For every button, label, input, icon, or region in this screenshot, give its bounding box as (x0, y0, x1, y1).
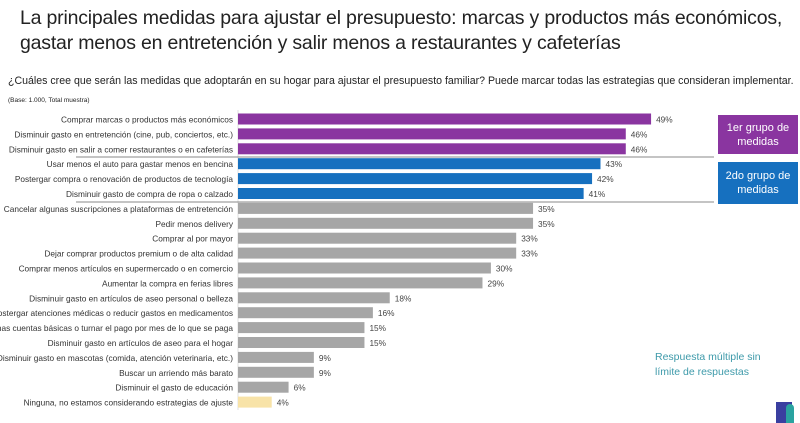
bar (238, 322, 365, 334)
multiple-response-note: Respuesta múltiple sin límite de respues… (655, 351, 761, 378)
value-label: 29% (487, 278, 504, 288)
base-note: (Base: 1.000, Total muestra) (8, 97, 90, 104)
category-label: Usar menos el auto para gastar menos en … (47, 159, 234, 169)
category-label: Ninguna, no estamos considerando estrate… (24, 398, 234, 408)
value-label: 42% (597, 174, 614, 184)
bar (238, 158, 601, 170)
category-label: Postergar compra o renovación de product… (15, 174, 234, 184)
category-label: Comprar marcas o productos más económico… (61, 115, 233, 125)
bar (238, 262, 491, 274)
group1-label: 1er grupo de medidas (718, 115, 798, 154)
bar (238, 381, 289, 393)
bar (238, 113, 652, 125)
value-label: 33% (521, 234, 538, 244)
bar (238, 232, 517, 244)
value-label: 43% (605, 159, 622, 169)
category-label: Disminuir gasto en artículos de aseo par… (48, 338, 234, 348)
bar (238, 173, 593, 185)
category-label: Comprar menos artículos en supermercado … (19, 264, 234, 274)
value-label: 18% (395, 293, 412, 303)
value-label: 41% (589, 189, 606, 199)
category-label: Dejar comprar productos premium o de alt… (44, 249, 233, 259)
question: ¿Cuáles cree que serán las medidas que a… (8, 75, 794, 87)
group2-label: 2do grupo de medidas (718, 162, 798, 204)
question-text: ¿Cuáles cree que serán las medidas que a… (8, 72, 798, 110)
category-label: Postergar atenciones médicas o reducir g… (0, 308, 233, 318)
bar (238, 292, 390, 304)
page-title: La principales medidas para ajustar el p… (20, 7, 783, 54)
bar (238, 277, 483, 289)
category-label: Cancelar algunas suscripciones a platafo… (4, 204, 234, 214)
value-label: 33% (521, 249, 538, 259)
logo-accent-icon (786, 404, 794, 423)
category-label: Comprar al por mayor (152, 234, 233, 244)
bar (238, 202, 534, 214)
bar (238, 143, 626, 155)
bar (238, 396, 272, 408)
value-label: 9% (319, 368, 332, 378)
value-label: 6% (294, 383, 307, 393)
category-label: Pedir menos delivery (156, 219, 234, 229)
bar (238, 351, 314, 363)
bar (238, 188, 584, 199)
value-label: 30% (496, 264, 513, 274)
category-label: Disminuir gasto en salir a comer restaur… (9, 144, 233, 154)
value-label: 35% (538, 219, 555, 229)
value-label: 46% (631, 129, 648, 139)
bar (238, 128, 626, 140)
bar (238, 307, 373, 319)
value-label: 16% (378, 308, 395, 318)
bar (238, 337, 365, 348)
category-label: Disminuir el gasto de educación (115, 383, 233, 393)
category-label: Buscar un arriendo más barato (119, 368, 233, 378)
category-label: Disminuir gasto en artículos de aseo per… (29, 293, 233, 303)
value-label: 4% (277, 398, 290, 408)
category-label: Disminuir gasto de compra de ropa o calz… (66, 189, 233, 199)
value-label: 15% (369, 323, 386, 333)
value-label: 9% (319, 353, 332, 363)
category-label: Disminuir gasto en mascotas (comida, ate… (0, 353, 233, 363)
bar (238, 217, 534, 229)
category-label: Disminuir gasto en entretención (cine, p… (14, 129, 233, 139)
category-label: Dejar de pagar algunas cuentas básicas o… (0, 323, 233, 333)
bar (238, 247, 517, 259)
bar (238, 366, 314, 378)
value-label: 46% (631, 144, 648, 154)
value-label: 15% (369, 338, 386, 348)
category-label: Aumentar la compra en ferias libres (102, 278, 233, 288)
value-label: 35% (538, 204, 555, 214)
value-label: 49% (656, 115, 673, 125)
